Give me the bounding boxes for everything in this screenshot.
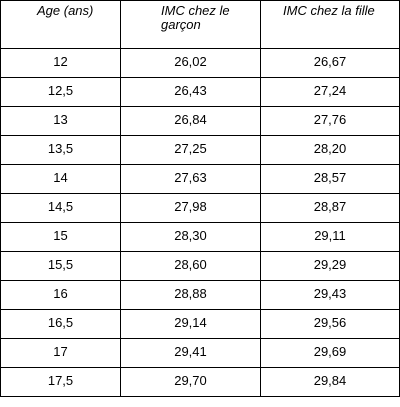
table-cell: 17 [0,338,121,368]
table-cell: 17,5 [0,367,121,397]
table-cell: 27,63 [120,164,261,194]
table-row: 12,5 26,43 27,24 [0,77,400,107]
table-cell: 29,43 [260,280,400,310]
table-cell: 15,5 [0,251,121,281]
table-cell: 16 [0,280,121,310]
header-cell: IMC chez le garçon [120,0,261,49]
table-cell: 29,70 [120,367,261,397]
table-cell: 27,25 [120,135,261,165]
table-cell: 28,87 [260,193,400,223]
table-cell: 26,43 [120,77,261,107]
header-cell: IMC chez la fille [260,0,400,49]
table-row: 14 27,63 28,57 [0,164,400,194]
table-head: Age (ans) IMC chez le garçon IMC chez la f… [0,0,400,49]
table-cell: 13,5 [0,135,121,165]
table-cell: 29,29 [260,251,400,281]
table-row: 17 29,41 29,69 [0,338,400,368]
table-row: 16,5 29,14 29,56 [0,309,400,339]
table-row: 14,5 27,98 28,87 [0,193,400,223]
table-cell: 26,84 [120,106,261,136]
table-row: 16 28,88 29,43 [0,280,400,310]
table-cell: 27,24 [260,77,400,107]
data-table: Age (ans) IMC chez le garçon IMC chez la f… [0,0,400,397]
table-cell: 28,20 [260,135,400,165]
table-cell: 27,98 [120,193,261,223]
table-cell: 28,30 [120,222,261,252]
table-cell: 12,5 [0,77,121,107]
table-cell: 28,88 [120,280,261,310]
table-cell: 29,41 [120,338,261,368]
table-cell: 29,11 [260,222,400,252]
table-cell: 15 [0,222,121,252]
table-cell: 29,84 [260,367,400,397]
header-cell: Age (ans) [0,0,121,49]
table-cell: 28,57 [260,164,400,194]
table-row: 13 26,84 27,76 [0,106,400,136]
table-cell: 29,14 [120,309,261,339]
table-cell: 26,67 [260,48,400,78]
table-cell: 13 [0,106,121,136]
table-cell: 27,76 [260,106,400,136]
table-row: 17,5 29,70 29,84 [0,367,400,397]
table-cell: 28,60 [120,251,261,281]
table-cell: 14,5 [0,193,121,223]
table-row: 15 28,30 29,11 [0,222,400,252]
table-cell: 14 [0,164,121,194]
table-cell: 29,56 [260,309,400,339]
table-row: 13,5 27,25 28,20 [0,135,400,165]
table-cell: 29,69 [260,338,400,368]
table-cell: 12 [0,48,121,78]
table-cell: 26,02 [120,48,261,78]
header-row: Age (ans) IMC chez le garçon IMC chez la f… [0,0,400,49]
table-body: 12 26,02 26,67 12,5 26,43 27,24 13 26,84 27,76 13… [0,48,400,397]
table-cell: 16,5 [0,309,121,339]
table-row: 15,5 28,60 29,29 [0,251,400,281]
table-row: 12 26,02 26,67 [0,48,400,78]
